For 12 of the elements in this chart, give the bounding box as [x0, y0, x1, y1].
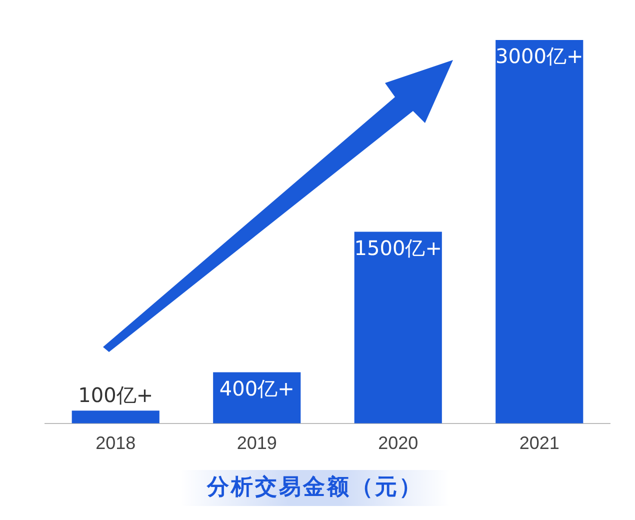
x-tick-label: 2020 [378, 433, 418, 454]
bar [354, 232, 442, 424]
bar [496, 40, 584, 424]
data-label: 400亿+ [219, 376, 294, 400]
data-label: 1500亿+ [354, 236, 442, 260]
bar [72, 410, 160, 424]
x-tick-label: 2019 [236, 433, 277, 454]
data-label: 3000亿+ [496, 44, 584, 68]
data-label: 100亿+ [78, 382, 154, 407]
x-tick-label: 2018 [96, 433, 136, 454]
text: 分析交易金额（元） [180, 470, 450, 506]
x-tick-label: 2021 [519, 433, 560, 454]
